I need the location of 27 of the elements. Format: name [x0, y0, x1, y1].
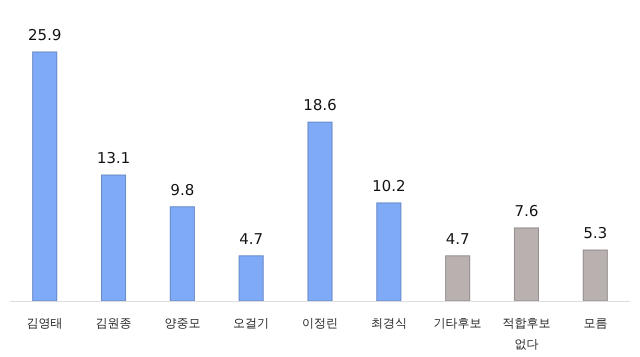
data-label: 25.9 — [28, 26, 62, 44]
x-tick-label: 김원종 — [96, 316, 132, 330]
data-label: 5.3 — [583, 224, 608, 242]
bar — [582, 250, 608, 302]
bar — [32, 52, 58, 302]
x-tick-label: 오걸기 — [233, 316, 270, 330]
bar — [170, 206, 195, 302]
x-tick-label: 적합후보 없다 — [502, 316, 550, 351]
data-label: 13.1 — [96, 149, 130, 168]
x-tick-label: 기타후보 — [434, 316, 482, 330]
data-label: 4.7 — [239, 230, 264, 248]
bar — [307, 122, 333, 302]
x-tick-label: 최경식 — [370, 316, 407, 330]
data-label: 7.6 — [514, 202, 538, 220]
bar — [445, 255, 470, 302]
bar — [376, 202, 402, 302]
x-tick-label: 김영태 — [26, 316, 63, 330]
bar — [238, 255, 264, 302]
data-label: 18.6 — [303, 96, 337, 114]
data-label: 10.2 — [372, 176, 406, 195]
x-tick-label: 이정린 — [302, 316, 338, 330]
bar — [100, 174, 126, 302]
data-label: 9.8 — [170, 180, 194, 199]
x-tick-label: 모름 — [583, 316, 608, 330]
data-label: 4.7 — [446, 230, 470, 248]
x-tick-label: 양중모 — [164, 316, 200, 330]
bar — [514, 227, 540, 302]
